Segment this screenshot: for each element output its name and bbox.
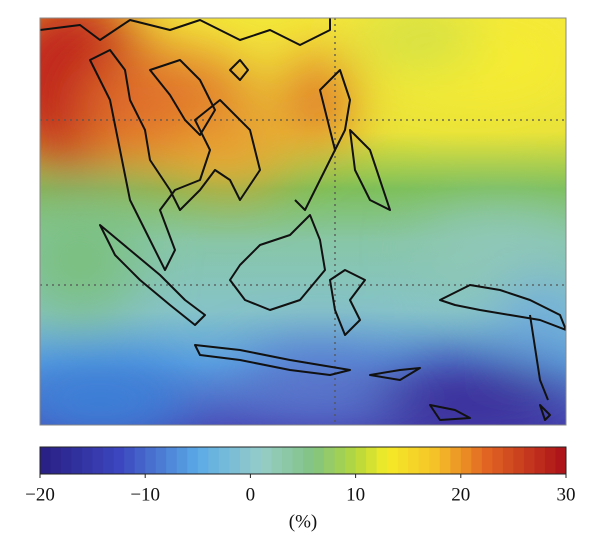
colorbar-step xyxy=(71,447,83,474)
colorbar-step xyxy=(513,447,525,474)
colorbar-step xyxy=(187,447,199,474)
colorbar-step xyxy=(324,447,336,474)
colorbar-step xyxy=(145,447,157,474)
colorbar-step xyxy=(292,447,304,474)
map xyxy=(40,18,566,425)
colorbar-tick-label: 0 xyxy=(246,484,256,505)
colorbar-step xyxy=(250,447,262,474)
colorbar-step xyxy=(134,447,146,474)
colorbar-step xyxy=(239,447,251,474)
colorbar-step xyxy=(260,447,272,474)
colorbar-step xyxy=(197,447,209,474)
colorbar-step xyxy=(471,447,483,474)
colorbar-step xyxy=(376,447,388,474)
colorbar-label: (%) xyxy=(289,511,317,532)
colorbar-step xyxy=(534,447,546,474)
colorbar-step xyxy=(303,447,315,474)
colorbar-step xyxy=(334,447,346,474)
colorbar-step xyxy=(492,447,504,474)
colorbar-step xyxy=(418,447,430,474)
colorbar-frame xyxy=(39,446,567,475)
colorbar-step xyxy=(429,447,441,474)
colorbar-step xyxy=(387,447,399,474)
colorbar-step xyxy=(271,447,283,474)
colorbar-step xyxy=(439,447,451,474)
colorbar-step xyxy=(92,447,104,474)
colorbar-step xyxy=(40,447,52,474)
colorbar-step xyxy=(103,447,115,474)
colorbar-step xyxy=(345,447,357,474)
map-frame xyxy=(39,17,567,426)
colorbar-step xyxy=(544,447,556,474)
colorbar-step xyxy=(355,447,367,474)
colorbar-tick-label: 10 xyxy=(346,484,365,505)
colorbar-step xyxy=(450,447,462,474)
colorbar-step xyxy=(460,447,472,474)
colorbar-step xyxy=(176,447,188,474)
colorbar-tick-label: 20 xyxy=(451,484,470,505)
colorbar-step xyxy=(155,447,167,474)
colorbar-tick-label: −20 xyxy=(25,484,55,505)
colorbar-step xyxy=(82,447,94,474)
colorbar-step xyxy=(523,447,535,474)
colorbar-step xyxy=(313,447,325,474)
colorbar-step xyxy=(50,447,62,474)
colorbar-step xyxy=(208,447,220,474)
colorbar-step xyxy=(124,447,136,474)
colorbar-step xyxy=(366,447,378,474)
colorbar-step xyxy=(61,447,73,474)
colorbar-step xyxy=(408,447,420,474)
colorbar-step xyxy=(502,447,514,474)
colorbar-step xyxy=(397,447,409,474)
colorbar-step xyxy=(166,447,178,474)
colorbar-step xyxy=(229,447,241,474)
colorbar-step xyxy=(481,447,493,474)
colorbar-step xyxy=(281,447,293,474)
colorbar-tick-label: 30 xyxy=(557,484,576,505)
colorbar-step xyxy=(113,447,125,474)
colorbar-step xyxy=(218,447,230,474)
colorbar-tick-label: −10 xyxy=(130,484,160,505)
colorbar-step xyxy=(555,447,567,474)
colorbar xyxy=(40,447,567,474)
